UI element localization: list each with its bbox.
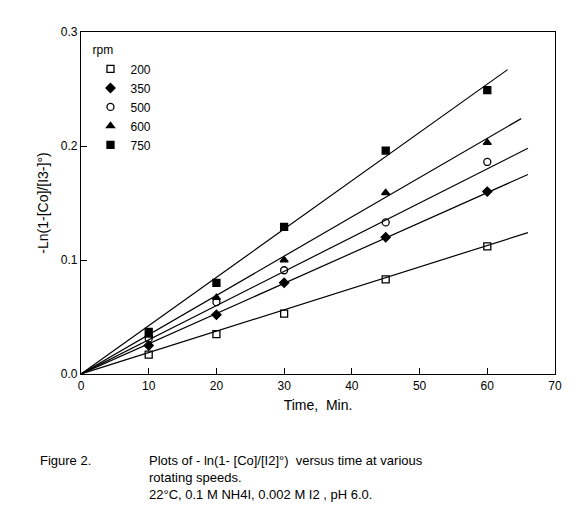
- svg-text:750: 750: [130, 139, 150, 153]
- svg-text:200: 200: [130, 63, 150, 77]
- svg-text:0.2: 0.2: [61, 139, 78, 153]
- svg-text:-Ln(1-[Co]/[I3-]°): -Ln(1-[Co]/[I3-]°): [35, 152, 51, 253]
- svg-text:30: 30: [277, 379, 291, 393]
- svg-text:20: 20: [210, 379, 224, 393]
- svg-text:50: 50: [413, 379, 427, 393]
- svg-text:70: 70: [548, 379, 562, 393]
- svg-text:60: 60: [481, 379, 495, 393]
- svg-text:10: 10: [142, 379, 156, 393]
- svg-text:0.1: 0.1: [61, 253, 78, 267]
- svg-text:Plots of - ln(1- [Co]/[I2]°): Plots of - ln(1- [Co]/[I2]°) versus time…: [149, 453, 423, 502]
- svg-text:350: 350: [130, 82, 150, 96]
- svg-text:Time, Min.: Time, Min.: [284, 397, 353, 413]
- svg-text:600: 600: [130, 120, 150, 134]
- svg-text:40: 40: [345, 379, 359, 393]
- svg-text:0: 0: [78, 379, 85, 393]
- svg-text:Figure 2.: Figure 2.: [40, 453, 91, 468]
- svg-text:0.0: 0.0: [61, 367, 78, 381]
- svg-text:rpm: rpm: [92, 43, 113, 57]
- svg-text:0.3: 0.3: [61, 25, 78, 39]
- svg-text:500: 500: [130, 101, 150, 115]
